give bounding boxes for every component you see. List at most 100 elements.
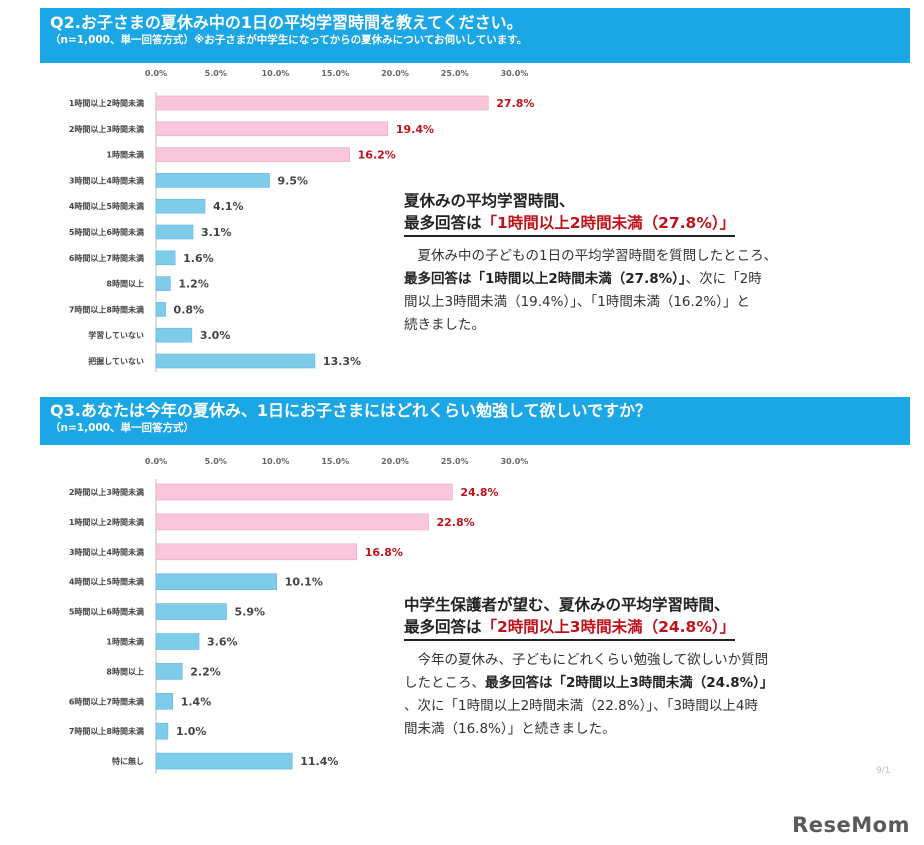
bar-value-label: 27.8% (496, 97, 534, 110)
q3-header: Q3.あなたは今年の夏休み、1日にお子さまにはどれくらい勉強して欲しいですか？ … (40, 397, 910, 445)
x-tick-label: 30.0% (501, 457, 529, 466)
category-label: 1時間未満 (106, 150, 144, 160)
bar (155, 327, 193, 343)
bar (155, 603, 227, 620)
x-tick-label: 25.0% (441, 457, 469, 466)
q2-subtitle: （n=1,000、単一回答方式）※お子さまが中学生になってからの夏休みについてお… (50, 34, 528, 46)
bar-value-label: 3.1% (201, 226, 232, 239)
bar (155, 250, 176, 266)
category-label: 4時間以上5時間未満 (69, 201, 144, 211)
q2-annotation-heading-line1: 夏休みの平均学習時間、 (404, 192, 575, 210)
bar-value-label: 4.1% (213, 200, 244, 213)
q2-annotation-heading-highlight: 「1時間以上2時間未満（27.8%）」 (481, 214, 736, 232)
category-label: 2時間以上3時間未満 (69, 487, 144, 497)
bar (155, 121, 389, 137)
bar (155, 573, 277, 590)
bar-value-label: 10.1% (285, 576, 323, 589)
x-tick-label: 0.0% (145, 69, 167, 78)
x-tick-label: 0.0% (145, 457, 167, 466)
x-tick-label: 15.0% (321, 69, 349, 78)
bar-value-label: 1.4% (181, 695, 212, 708)
category-label: 5時間以上6時間未満 (69, 607, 144, 617)
q2-annotation: 夏休みの平均学習時間、 最多回答は「1時間以上2時間未満（27.8%）」 夏休み… (404, 190, 874, 337)
bar-value-label: 3.0% (200, 329, 231, 342)
q2-body-bold: 最多回答は「1時間以上2時間未満（27.8%）」 (404, 271, 686, 287)
q3-body-bold: 最多回答は「2時間以上3時間未満（24.8%）」 (485, 675, 774, 691)
x-tick-label: 5.0% (205, 457, 227, 466)
q2-body-line3: 間以上3時間未満（19.4%）」、「1時間未満（16.2%）」と (404, 294, 750, 310)
q3-annotation-heading-highlight: 「2時間以上3時間未満（24.8%）」 (481, 618, 736, 636)
category-label: 8時間以上 (106, 279, 144, 289)
category-label: 3時間以上4時間未満 (69, 547, 144, 557)
q2-body-line1: 夏休み中の子どもの1日の平均学習時間を質問したところ、 (417, 248, 778, 264)
x-tick-label: 20.0% (381, 69, 409, 78)
bar-value-label: 22.8% (436, 516, 474, 529)
q2-bar-chart: 0.0% 5.0% 10.0% 15.0% 20.0% 25.0% 30.0% 1時間以上2時… (69, 69, 534, 372)
bar-value-label: 24.8% (460, 486, 498, 499)
category-label: 3時間以上4時間未満 (69, 175, 144, 185)
q3-body-line2-prefix: したところ、 (404, 675, 485, 691)
bar-value-label: 5.9% (235, 606, 266, 619)
bar-value-label: 3.6% (207, 636, 238, 649)
q2-annotation-body: 夏休み中の子どもの1日の平均学習時間を質問したところ、 最多回答は「1時間以上2… (404, 245, 874, 337)
x-tick-label: 25.0% (441, 69, 469, 78)
category-label: 特に無し (112, 756, 144, 766)
q3-body-line4: 間未満（16.8%）」と続きました。 (404, 721, 616, 737)
q2-annotation-heading-prefix: 最多回答は (404, 214, 482, 232)
q3-body-line1: 今年の夏休み、子どもにどれくらい勉強して欲しいか質問 (417, 652, 769, 668)
q2-annotation-heading: 夏休みの平均学習時間、 最多回答は「1時間以上2時間未満（27.8%）」 (404, 190, 736, 237)
bar (155, 722, 169, 740)
bar (155, 224, 194, 240)
bar (155, 302, 166, 317)
category-label: 6時間以上7時間未満 (69, 696, 144, 706)
x-tick-label: 10.0% (262, 457, 290, 466)
bar (155, 693, 174, 710)
bar (155, 276, 171, 291)
bar-value-label: 1.0% (176, 725, 207, 738)
q3-annotation-body: 今年の夏休み、子どもにどれくらい勉強して欲しいか質問 したところ、最多回答は「2… (404, 649, 884, 741)
bar-value-label: 9.5% (278, 174, 309, 187)
bar-value-label: 16.2% (358, 149, 396, 162)
category-label: 7時間以上8時間未満 (69, 304, 144, 314)
bar-value-label: 0.8% (174, 303, 205, 316)
bar (155, 198, 206, 214)
bar (155, 483, 453, 501)
q3-bar-chart: 0.0% 5.0% 10.0% 15.0% 20.0% 25.0% 30.0% 2時間以上3時… (69, 457, 529, 775)
category-label: 1時間以上2時間未満 (69, 517, 144, 527)
category-label: 4時間以上5時間未満 (69, 577, 144, 587)
x-tick-label: 15.0% (321, 457, 349, 466)
q3-subtitle: （n=1,000、単一回答方式） (50, 422, 194, 434)
x-tick-label: 5.0% (205, 69, 227, 78)
category-label: 1時間以上2時間未満 (69, 98, 144, 108)
q2-body-line2: 、次に「2時 (685, 271, 762, 287)
bar (155, 353, 316, 369)
q2-body-line4: 続きました。 (404, 317, 485, 333)
category-label: 7時間以上8時間未満 (69, 726, 144, 736)
bar (155, 543, 358, 561)
q3-body-line3: 、次に「1時間以上2時間未満（22.8%）」、「3時間以上4時 (404, 698, 758, 714)
category-label: 学習していない (88, 330, 144, 340)
bar (155, 173, 270, 188)
bar-value-label: 16.8% (365, 546, 403, 559)
q3-annotation-heading-prefix: 最多回答は (404, 618, 482, 636)
bar (155, 95, 489, 111)
resemom-logo: ReseMom (792, 813, 910, 837)
q3-annotation: 中学生保護者が望む、夏休みの平均学習時間、 最多回答は「2時間以上3時間未満（2… (404, 594, 884, 741)
bar (155, 147, 350, 162)
category-label: 5時間以上6時間未満 (69, 227, 144, 237)
q3-annotation-heading: 中学生保護者が望む、夏休みの平均学習時間、 最多回答は「2時間以上3時間未満（2… (404, 594, 736, 641)
bar-value-label: 19.4% (396, 123, 434, 136)
bar-value-label: 2.2% (190, 665, 221, 678)
page-number: 9/1 (876, 766, 891, 776)
bar-value-label: 1.2% (178, 278, 209, 291)
bar (155, 663, 183, 680)
x-tick-label: 30.0% (501, 69, 529, 78)
q3-annotation-heading-line1: 中学生保護者が望む、夏休みの平均学習時間、 (404, 596, 730, 614)
bar-value-label: 1.6% (183, 252, 214, 265)
category-label: 1時間未満 (106, 637, 144, 647)
q2-header: Q2.お子さまの夏休み中の1日の平均学習時間を教えてください。 （n=1,000… (40, 8, 910, 63)
bar (155, 513, 429, 531)
q3-title: Q3.あなたは今年の夏休み、1日にお子さまにはどれくらい勉強して欲しいですか？ (50, 401, 651, 420)
bar (155, 752, 293, 770)
bar-value-label: 11.4% (300, 755, 338, 768)
